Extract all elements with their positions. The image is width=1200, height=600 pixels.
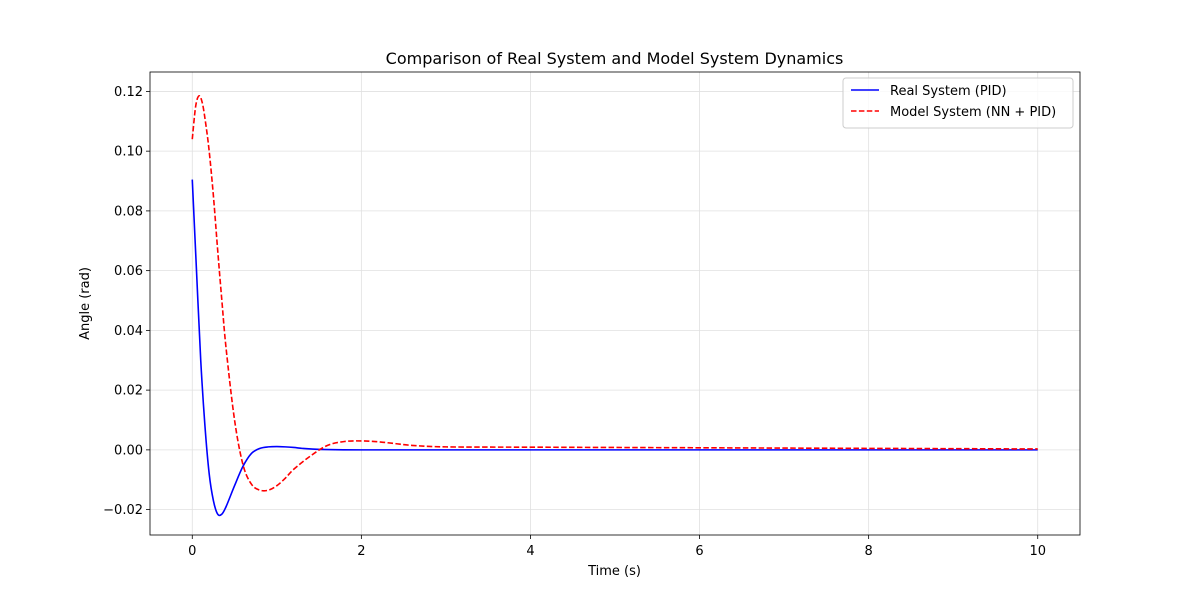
x-tick-label: 10 — [1029, 544, 1046, 559]
series-line-model-system — [191, 95, 1038, 492]
x-tick-label: 6 — [695, 544, 703, 559]
y-axis-label: Angle (rad) — [78, 267, 93, 340]
x-axis-label: Time (s) — [587, 564, 641, 579]
ticks: 0 2 4 6 8 10 −0.02 0.00 0.02 0.04 0.06 0.08 0.10 0.12 — [103, 85, 1046, 559]
x-tick-label: 4 — [526, 544, 534, 559]
y-tick-label: 0.08 — [114, 204, 143, 219]
x-tick-label: 0 — [188, 544, 196, 559]
axes-frame — [149, 71, 1081, 536]
y-tick-label: 0.06 — [114, 264, 143, 279]
x-tick-label: 2 — [357, 544, 365, 559]
y-tick-label: −0.02 — [103, 503, 143, 518]
legend-box — [842, 77, 1074, 129]
legend-label-real-system: Real System (PID) — [890, 84, 1007, 99]
y-tick-label: 0.10 — [114, 145, 143, 160]
y-tick-label: 0.12 — [114, 85, 143, 100]
series-line-real-system — [191, 179, 1038, 517]
legend-label-model-system: Model System (NN + PID) — [890, 105, 1056, 120]
y-tick-label: 0.00 — [114, 443, 143, 458]
y-tick-label: 0.02 — [114, 384, 143, 399]
grid — [150, 72, 1080, 535]
x-tick-label: 8 — [864, 544, 872, 559]
chart-title: Comparison of Real System and Model Syst… — [386, 49, 844, 68]
legend: Real System (PID) Model System (NN + PID… — [842, 77, 1074, 129]
y-tick-label: 0.04 — [114, 324, 143, 339]
series-group — [191, 95, 1038, 517]
